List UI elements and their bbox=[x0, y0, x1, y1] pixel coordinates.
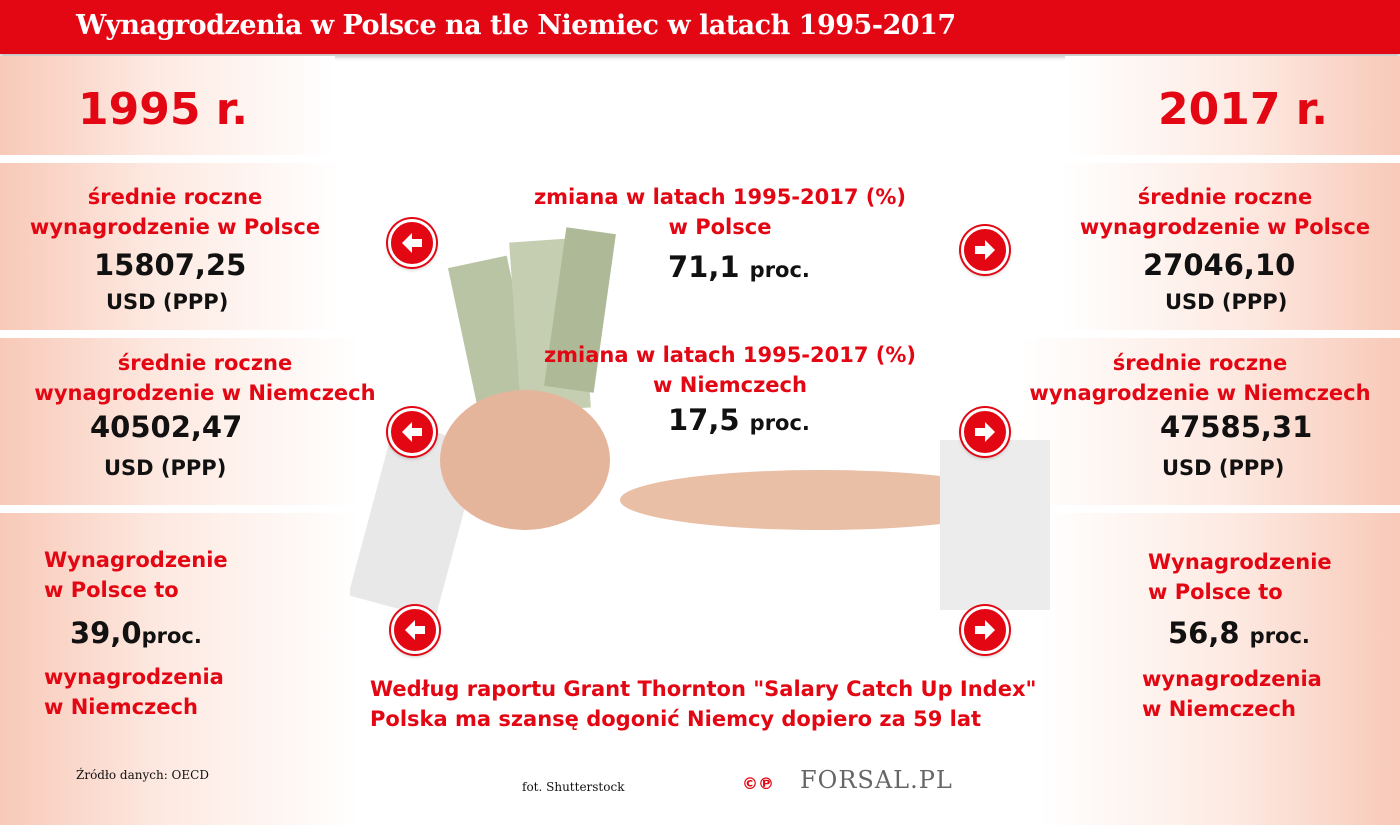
right-pl-unit: USD (PPP) bbox=[1165, 290, 1288, 314]
page-title: Wynagrodzenia w Polsce na tle Niemiec w … bbox=[76, 10, 956, 41]
pl-change-value: 71,1 proc. bbox=[668, 250, 810, 284]
report-note: Według raportu Grant Thornton "Salary Ca… bbox=[370, 677, 1037, 731]
right-de-label: średnie roczne wynagrodzenie w Niemczech bbox=[1029, 351, 1371, 405]
right-year: 2017 r. bbox=[1158, 84, 1328, 135]
left-ratio-label: Wynagrodzenie w Polsce to bbox=[44, 548, 228, 602]
pl-change-label: zmiana w latach 1995-2017 (%) w Polsce bbox=[533, 185, 907, 239]
arrow-right-circle-icon bbox=[961, 408, 1009, 456]
right-ratio-value: 56,8 proc. bbox=[1168, 616, 1310, 650]
arrow-left-circle-icon bbox=[388, 219, 436, 267]
right-pl-label: średnie roczne wynagrodzenie w Polsce bbox=[1079, 185, 1371, 239]
left-pl-value: 15807,25 bbox=[94, 248, 247, 282]
arrow-right-circle-icon bbox=[961, 606, 1009, 654]
right-year-panel bbox=[1065, 56, 1400, 155]
arrow-left-circle-icon bbox=[391, 606, 439, 654]
left-de-unit: USD (PPP) bbox=[104, 456, 227, 480]
right-pl-value: 27046,10 bbox=[1143, 248, 1296, 282]
left-ratio-value: 39,0proc. bbox=[70, 616, 202, 650]
left-year-panel bbox=[0, 56, 335, 155]
hands-money-photo bbox=[350, 227, 1050, 619]
header-banner: Wynagrodzenia w Polsce na tle Niemiec w … bbox=[0, 0, 1400, 54]
left-de-panel bbox=[0, 338, 360, 505]
right-ratio-panel bbox=[1040, 513, 1400, 825]
left-pl-unit: USD (PPP) bbox=[106, 290, 229, 314]
right-de-panel bbox=[1020, 338, 1400, 505]
left-ratio-panel bbox=[0, 513, 360, 825]
right-ratio-suffix: wynagrodzenia w Niemczech bbox=[1142, 667, 1322, 721]
right-hand-image bbox=[620, 440, 1050, 610]
left-pl-panel bbox=[0, 163, 340, 330]
left-year: 1995 r. bbox=[78, 84, 248, 135]
copyright-icon: ©℗ bbox=[742, 774, 774, 793]
left-de-label: średnie roczne wynagrodzenie w Niemczech bbox=[34, 351, 376, 405]
de-change-label: zmiana w latach 1995-2017 (%) w Niemczech bbox=[543, 343, 917, 397]
photo-credit: fot. Shutterstock bbox=[522, 780, 625, 794]
right-ratio-label: Wynagrodzenie w Polsce to bbox=[1148, 550, 1332, 604]
left-de-value: 40502,47 bbox=[90, 410, 243, 444]
arrow-right-circle-icon bbox=[961, 226, 1009, 274]
banknotes-image bbox=[447, 227, 616, 435]
right-pl-panel bbox=[1060, 163, 1400, 330]
right-de-value: 47585,31 bbox=[1160, 410, 1313, 444]
right-de-unit: USD (PPP) bbox=[1162, 456, 1285, 480]
forsal-logo: FORSAL.PL bbox=[800, 766, 953, 794]
left-ratio-suffix: wynagrodzenia w Niemczech bbox=[44, 665, 224, 719]
arrow-left-circle-icon bbox=[388, 408, 436, 456]
source-note: Źródło danych: OECD bbox=[76, 768, 209, 782]
left-pl-label: średnie roczne wynagrodzenie w Polsce bbox=[29, 185, 321, 239]
de-change-value: 17,5 proc. bbox=[668, 403, 810, 437]
